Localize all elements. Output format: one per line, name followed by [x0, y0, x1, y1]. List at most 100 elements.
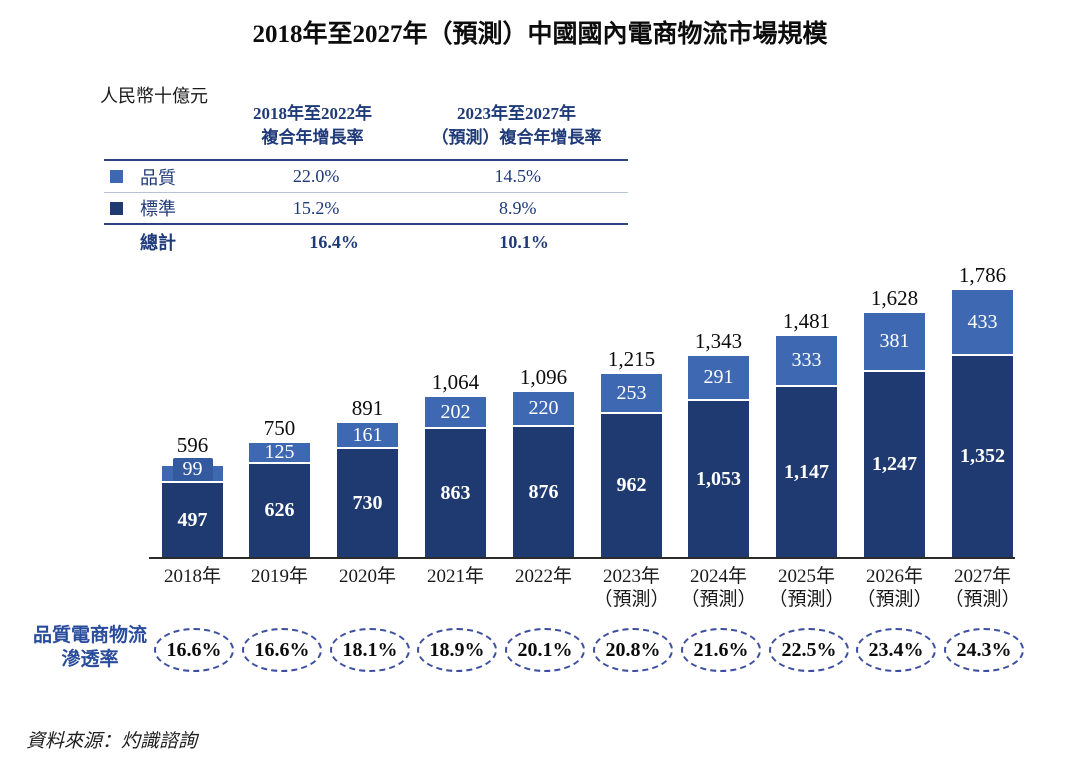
penetration-label-line2: 滲透率 — [61, 649, 119, 670]
total-value-label: 1,096 — [519, 365, 568, 389]
penetration-value-2024年: 21.6% — [681, 628, 761, 672]
penetration-value-2018年: 16.6% — [154, 628, 234, 672]
header-col-2018-2022: 2018年至2022年 複合年增長率 — [220, 102, 405, 150]
total-cagr-2018-2022: 16.4% — [309, 231, 359, 252]
quality-cagr-2023-2027: 14.5% — [494, 166, 542, 186]
penetration-value-2021年: 18.9% — [417, 628, 497, 672]
penetration-value-2020年: 18.1% — [330, 628, 410, 672]
segment-quality-2019年 — [249, 443, 310, 462]
total-value-label: 750 — [263, 416, 296, 440]
segment-quality-2022年 — [513, 392, 574, 425]
quality-value-label: 433 — [967, 311, 998, 333]
standard-value-label: 497 — [177, 509, 208, 531]
quality-legend-swatch — [110, 170, 123, 183]
standard-value-label: 863 — [440, 482, 471, 504]
cagr-table-body: 品質 22.0% 14.5% 標準 15.2% 8.9% 總計 16.4% 10… — [104, 159, 628, 259]
x-axis-label-2023年: 2023年 （預測） — [593, 566, 670, 610]
standard-cagr-2018-2022: 15.2% — [292, 197, 340, 218]
segment-quality-2021年 — [425, 397, 486, 427]
total-value-label: 1,343 — [694, 329, 743, 353]
header-col1-line1: 2018年至2022年 — [253, 104, 372, 123]
header-col2-line1: 2023年至2027年 — [457, 104, 576, 123]
stacked-bar-chart: 497 99 596 2018年 626 125 750 2019年 730 161 891 2020… — [149, 264, 1021, 610]
penetration-value-2027年: 24.3% — [944, 628, 1024, 672]
segment-standard-2021年 — [425, 429, 486, 557]
x-axis-label-2021年: 2021年 — [426, 566, 484, 587]
penetration-value-2023年: 20.8% — [593, 628, 673, 672]
row-label-quality: 品質 — [104, 164, 225, 190]
segment-quality-2027年 — [952, 290, 1013, 354]
standard-label: 標準 — [140, 199, 176, 219]
quality-value-label: 291 — [703, 366, 734, 388]
total-value-label: 1,481 — [782, 309, 831, 333]
quality-value-label: 333 — [791, 349, 822, 371]
standard-value-label: 1,352 — [960, 445, 1005, 467]
bar-group-2023年: 962 253 1,215 2023年 （預測） — [593, 280, 669, 610]
row-label-standard: 標準 — [104, 195, 225, 221]
segment-quality-2025年 — [776, 336, 837, 385]
source-note: 資料來源：灼識諮詢 — [26, 731, 198, 752]
segment-standard-2018年 — [162, 483, 223, 557]
quality-value-label: 202 — [440, 401, 471, 423]
segment-standard-2025年 — [776, 387, 837, 557]
header-spacer — [104, 102, 220, 150]
table-row-standard: 標準 15.2% 8.9% — [104, 192, 628, 223]
penetration-row-label: 品質電商物流 滲透率 — [24, 624, 156, 672]
bar-group-2026年: 1,247 381 1,628 2026年 （預測） — [856, 280, 932, 610]
bar-group-2024年: 1,053 291 1,343 2024年 （預測） — [680, 280, 756, 610]
standard-value-label: 626 — [264, 499, 295, 521]
penetration-value-2025年: 22.5% — [769, 628, 849, 672]
x-axis-label-2026年: 2026年 （預測） — [856, 566, 933, 610]
x-axis-label-2024年: 2024年 （預測） — [680, 566, 757, 610]
quality-value-label: 253 — [616, 382, 647, 404]
total-value-label: 1,064 — [431, 370, 480, 394]
segment-standard-2027年 — [952, 356, 1013, 557]
total-value-label: 1,215 — [607, 347, 656, 371]
bar-group-2021年: 863 202 1,064 2021年 — [425, 280, 486, 587]
segment-quality-2020年 — [337, 423, 398, 447]
standard-value-label: 962 — [616, 474, 647, 496]
header-col2-line2: （預測）複合年增長率 — [431, 128, 602, 147]
penetration-label-line1: 品質電商物流 — [32, 625, 147, 646]
standard-value-label: 876 — [528, 481, 559, 503]
x-axis-label-2019年: 2019年 — [250, 566, 308, 587]
quality-value-label: 220 — [528, 397, 559, 419]
table-row-total: 總計 16.4% 10.1% — [104, 223, 628, 259]
segment-quality-2024年 — [688, 356, 749, 399]
bar-group-2025年: 1,147 333 1,481 2025年 （預測） — [768, 280, 844, 610]
bar-group-2027年: 1,352 433 1,786 2027年 （預測） — [944, 264, 1020, 610]
x-axis-label-2022年: 2022年 — [514, 566, 572, 587]
standard-value-label: 730 — [352, 492, 383, 514]
total-label: 總計 — [140, 233, 176, 253]
quality-value-label: 99 — [172, 458, 213, 481]
cagr-table: 2018年至2022年 複合年增長率 2023年至2027年 （預測）複合年增長… — [104, 102, 628, 259]
x-axis-label-2025年: 2025年 （預測） — [768, 566, 845, 610]
total-value-label: 1,786 — [958, 263, 1007, 287]
segment-standard-2023年 — [601, 414, 662, 557]
quality-value-label: 381 — [879, 330, 910, 352]
bar-group-2019年: 626 125 750 2019年 — [249, 280, 310, 587]
table-row-quality: 品質 22.0% 14.5% — [104, 161, 628, 192]
quality-value-label: 125 — [264, 441, 295, 463]
standard-value-label: 1,247 — [872, 453, 917, 475]
standard-value-label: 1,147 — [784, 461, 829, 483]
total-cagr-2023-2027: 10.1% — [499, 231, 549, 252]
segment-quality-2026年 — [864, 313, 925, 370]
page-title: 2018年至2027年（預測）中國國內電商物流市場規模 — [252, 21, 828, 48]
penetration-value-2022年: 20.1% — [505, 628, 585, 672]
x-axis-label-2020年: 2020年 — [338, 566, 396, 587]
quality-label: 品質 — [140, 167, 176, 188]
x-axis-label-2027年: 2027年 （預測） — [944, 566, 1021, 610]
segment-standard-2026年 — [864, 372, 925, 557]
segment-standard-2022年 — [513, 427, 574, 557]
standard-value-label: 1,053 — [696, 468, 741, 490]
segment-standard-2020年 — [337, 449, 398, 557]
x-axis-label-2018年: 2018年 — [163, 566, 221, 587]
total-value-label: 891 — [351, 396, 384, 420]
standard-legend-swatch — [110, 201, 123, 215]
segment-quality-2023年 — [601, 374, 662, 412]
quality-value-label: 161 — [352, 424, 383, 446]
header-col-2023-2027: 2023年至2027年 （預測）複合年增長率 — [405, 102, 628, 150]
standard-cagr-2023-2027: 8.9% — [499, 197, 537, 218]
